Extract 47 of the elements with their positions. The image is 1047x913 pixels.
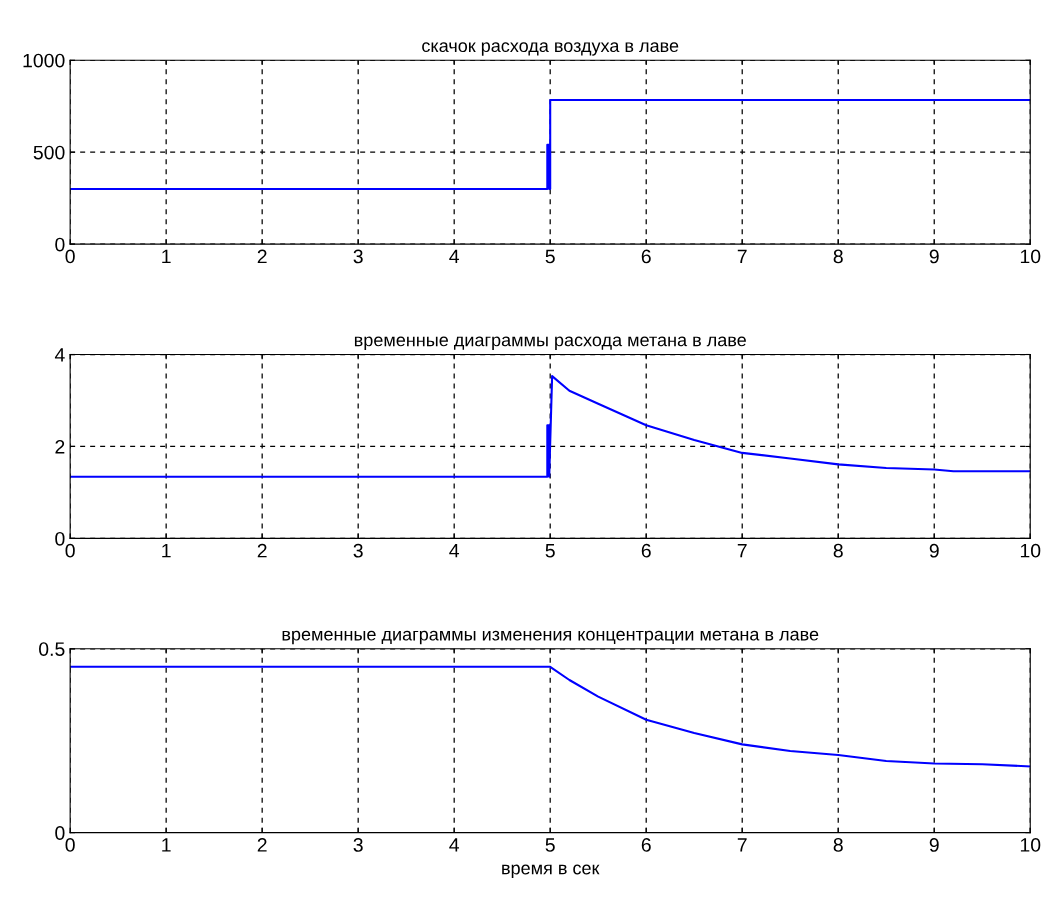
x-tick-label: 3 bbox=[353, 543, 363, 558]
x-tick-label: 3 bbox=[353, 249, 363, 264]
x-tick-label: 9 bbox=[929, 543, 939, 558]
y-tick-label: 1000 bbox=[23, 53, 65, 68]
y-tick-label: 2 bbox=[55, 439, 65, 454]
x-tick-label: 1 bbox=[162, 838, 171, 852]
line-series bbox=[70, 375, 1031, 478]
y-tick-label: 4 bbox=[54, 348, 65, 362]
x-tick-label: 5 bbox=[545, 838, 555, 852]
chart-title: скачок расхода воздуха в лаве bbox=[422, 42, 679, 56]
x-tick-label: 10 bbox=[1020, 838, 1041, 852]
x-tick-label: 8 bbox=[833, 838, 843, 852]
x-tick-label: 7 bbox=[737, 249, 747, 264]
x-tick-label: 5 bbox=[545, 543, 555, 558]
x-tick-label: 1 bbox=[162, 543, 171, 558]
x-tick-label: 5 bbox=[545, 249, 555, 264]
x-tick-label: 6 bbox=[641, 249, 651, 264]
y-tick-label: 0 bbox=[55, 531, 65, 546]
line-series bbox=[70, 665, 1031, 768]
x-tick-label: 3 bbox=[353, 838, 363, 852]
x-axis-title: время в сек bbox=[502, 864, 600, 879]
chart-title: временные диаграммы изменения концентрации метана в лаве bbox=[282, 630, 819, 645]
x-tick-label: 1 bbox=[162, 249, 171, 264]
y-tick-label: 0 bbox=[55, 826, 65, 840]
y-tick-label: 500 bbox=[33, 145, 65, 160]
x-tick-label: 0 bbox=[65, 838, 75, 852]
chart-title: временные диаграммы расхода метана в лаве bbox=[354, 336, 746, 350]
x-tick-label: 10 bbox=[1020, 249, 1041, 264]
x-tick-label: 4 bbox=[449, 249, 460, 264]
x-tick-label: 0 bbox=[65, 543, 75, 558]
x-tick-label: 9 bbox=[929, 249, 939, 264]
x-tick-label: 2 bbox=[257, 543, 267, 558]
x-tick-label: 2 bbox=[257, 838, 267, 852]
x-tick-label: 6 bbox=[641, 838, 651, 852]
x-tick-label: 0 bbox=[65, 249, 75, 264]
y-tick-label: 0.5 bbox=[39, 642, 65, 656]
x-tick-label: 4 bbox=[449, 543, 460, 558]
x-tick-label: 2 bbox=[257, 249, 267, 264]
x-tick-label: 8 bbox=[833, 249, 843, 264]
x-tick-label: 7 bbox=[737, 543, 747, 558]
y-tick-label: 0 bbox=[55, 237, 65, 252]
x-tick-label: 8 bbox=[833, 543, 843, 558]
x-tick-label: 4 bbox=[449, 838, 460, 852]
x-tick-label: 6 bbox=[641, 543, 651, 558]
x-tick-label: 7 bbox=[737, 838, 747, 852]
x-tick-label: 9 bbox=[929, 838, 939, 852]
x-tick-label: 10 bbox=[1020, 543, 1041, 558]
